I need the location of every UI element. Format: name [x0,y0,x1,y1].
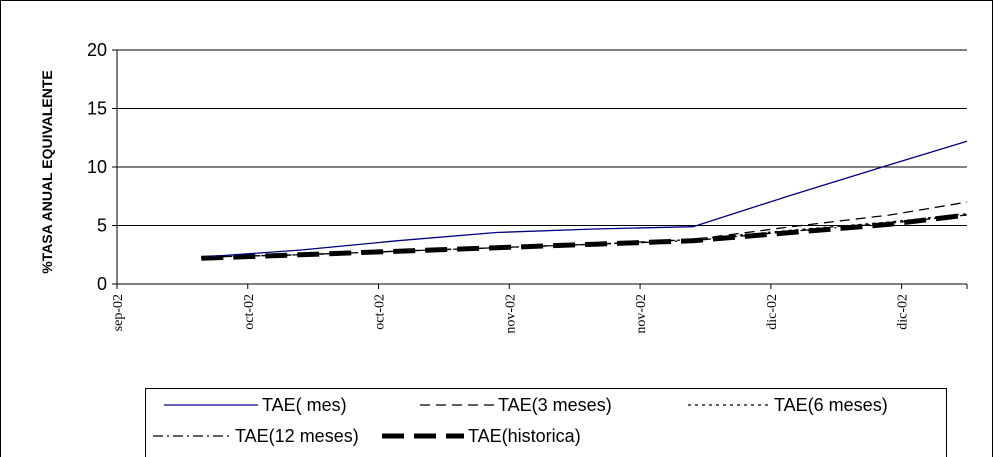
x-tick-label: oct-02 [242,294,257,330]
y-tick-label: 15 [87,99,107,119]
gridlines [117,49,967,226]
legend-label: TAE(12 meses) [235,425,359,446]
series-line [201,140,968,258]
series-lines [201,140,968,261]
y-tick-label: 20 [87,40,107,60]
y-tick-label: 0 [97,274,107,294]
legend-label: TAE( mes) [262,394,347,415]
legend-swatch [688,404,770,406]
legend-item: TAE(historica) [378,423,581,449]
x-tick-label: nov-02 [503,294,518,334]
series-line [201,214,968,258]
legend: TAE( mes) TAE(3 meses) TAE(6 meses) TAE(12 … [145,388,947,457]
y-axis-label: %TASA ANUAL EQUIVALENTE [39,70,55,274]
legend-item: TAE(12 meses) [149,423,359,449]
series-line [201,212,968,261]
line-chart: 0 5 10 15 20 sep-02 oct-02 oct-02 nov-02 nov-02 d… [39,40,968,334]
x-tick-labels: sep-02 oct-02 oct-02 nov-02 nov-02 dic-02 dic-… [111,294,911,334]
axes [112,49,968,289]
x-tick-label: dic-02 [896,294,911,330]
y-tick-label: 10 [87,157,107,177]
legend-label: TAE(6 meses) [774,394,888,415]
legend-label: TAE(3 meses) [498,394,612,415]
legend-swatch [153,435,231,437]
legend-item: TAE( mes) [160,392,347,418]
legend-label: TAE(historica) [468,425,581,446]
legend-swatch [382,433,464,439]
legend-item: TAE(6 meses) [684,392,888,418]
x-tick-label: sep-02 [111,294,126,331]
y-tick-labels: 0 5 10 15 20 [87,40,107,294]
x-tick-label: dic-02 [765,294,780,330]
legend-swatch [164,404,258,406]
legend-swatch [420,404,494,406]
series-line [201,213,968,258]
y-tick-label: 5 [97,216,107,236]
x-tick-label: nov-02 [634,294,649,334]
x-tick-label: oct-02 [373,294,388,330]
legend-item: TAE(3 meses) [416,392,612,418]
